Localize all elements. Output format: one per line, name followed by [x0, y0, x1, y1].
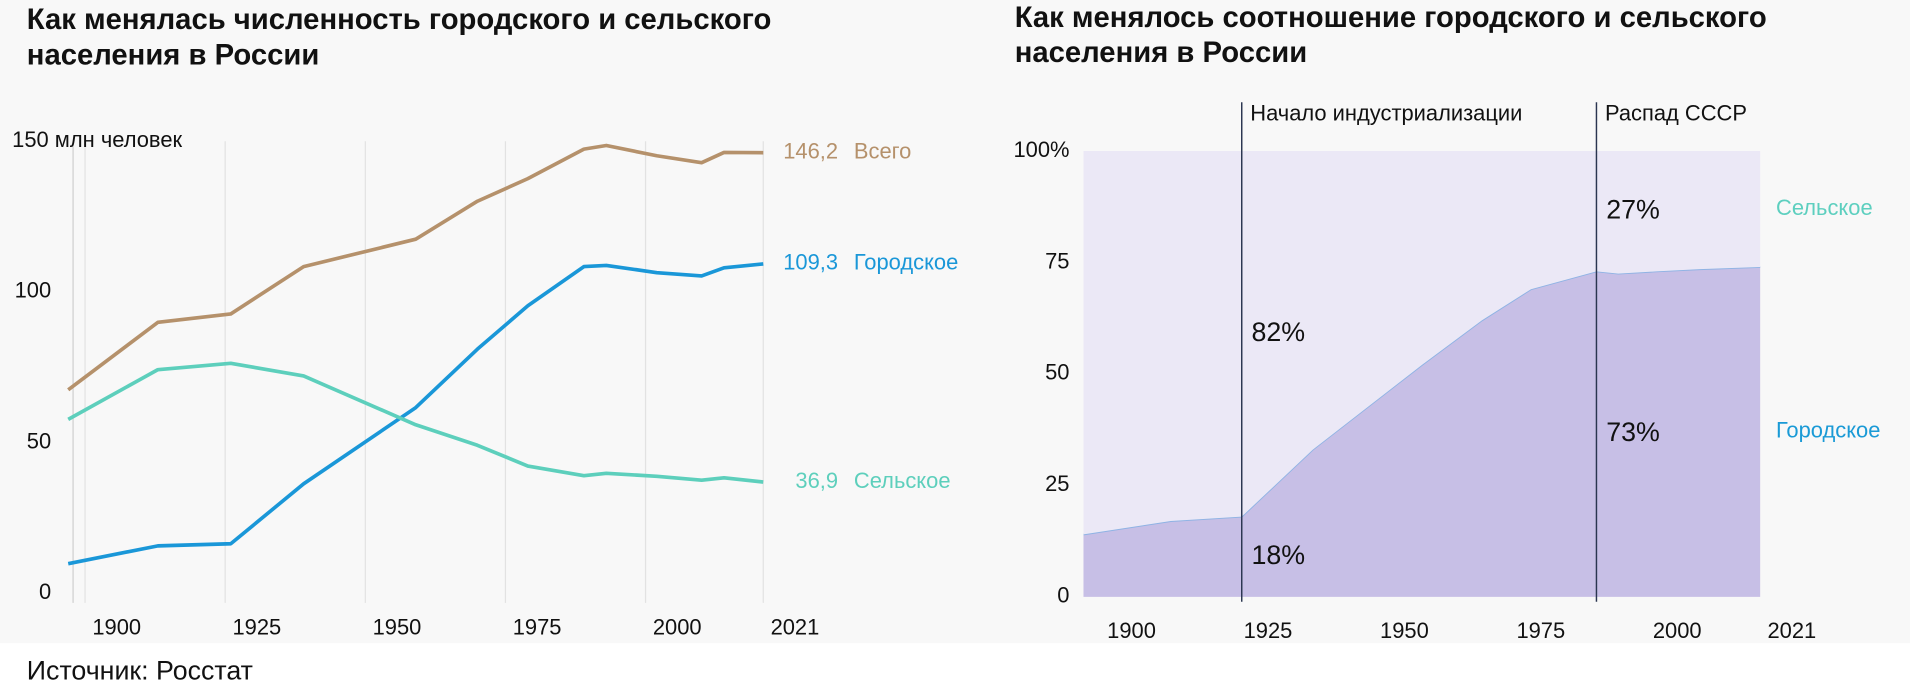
x-tick-label: 1925: [1244, 618, 1293, 643]
annotation-label: Распад СССР: [1605, 100, 1747, 125]
y-tick-label: 0: [39, 579, 51, 604]
y-tick-label: 50: [27, 428, 51, 453]
value-label: 109,3: [783, 250, 838, 275]
line: [67, 361, 764, 484]
value-label: 18%: [1251, 540, 1305, 570]
y-tick-label: 150 млн человек: [12, 127, 182, 152]
x-tick-label: 2000: [1653, 618, 1702, 643]
legend-label: Сельское: [1776, 195, 1873, 220]
line: [67, 262, 764, 566]
legend-label: Городское: [1776, 418, 1880, 443]
y-tick-label: 100: [15, 278, 52, 303]
value-label: 82%: [1251, 317, 1305, 347]
x-tick-label: 1950: [373, 614, 422, 639]
source: Источник: Росстат: [27, 655, 253, 685]
x-tick-label: 1900: [1107, 618, 1156, 643]
legend-label: Всего: [854, 139, 911, 164]
area: [1083, 151, 1761, 535]
chart-title: Как менялась численность городского и се…: [26, 3, 772, 72]
area: [1083, 266, 1761, 597]
y-tick-label: 100%: [1013, 137, 1069, 162]
y-tick-label: 75: [1045, 248, 1069, 273]
x-tick-label: 2000: [653, 614, 702, 639]
x-tick-label: 1925: [232, 614, 281, 639]
legend-label: Городское: [854, 250, 958, 275]
value-label: 27%: [1606, 194, 1660, 224]
title-box: Как менялась численность городского и се…: [26, 3, 772, 72]
x-tick-label: 1975: [513, 614, 562, 639]
x-tick-label: 2021: [771, 614, 820, 639]
y-tick-label: 0: [1057, 583, 1069, 608]
y-tick-label: 50: [1045, 360, 1069, 385]
title-box: Как менялось соотношение городского и се…: [1014, 1, 1767, 70]
chart-title: Как менялось соотношение городского и се…: [1014, 1, 1767, 70]
y-tick-label: 25: [1045, 471, 1069, 496]
value-label: 146,2: [783, 139, 838, 164]
x-tick-label: 1900: [92, 614, 141, 639]
legend-label: Сельское: [854, 468, 951, 493]
annotation-label: Начало индустриализации: [1250, 100, 1522, 125]
x-tick-label: 1950: [1380, 618, 1429, 643]
value-label: 36,9: [795, 468, 838, 493]
x-tick-label: 1975: [1516, 618, 1565, 643]
value-label: 73%: [1606, 417, 1660, 447]
line: [67, 143, 764, 392]
x-tick-label: 2021: [1767, 618, 1816, 643]
